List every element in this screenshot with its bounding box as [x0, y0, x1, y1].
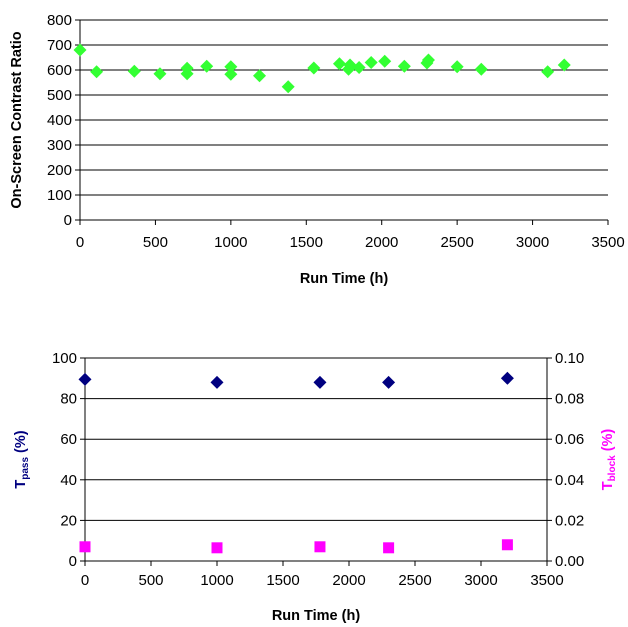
c2-right-y-tick-label: 0.06: [555, 431, 584, 448]
c2-right-y-tick-label: 0.02: [555, 512, 584, 529]
c2-left-y-title-unit: (%): [13, 430, 29, 457]
c1-y-tick-labels: 0 100 200 300 400 500 600 700 800: [47, 12, 72, 229]
c2-tblock-point: [383, 542, 395, 554]
c1-x-tick-label: 3500: [591, 234, 624, 251]
c2-tpass-point: [78, 372, 92, 386]
c1-data-point: [378, 54, 392, 68]
c1-y-tick-label: 200: [47, 162, 72, 179]
c2-left-y-tick-label: 20: [60, 512, 77, 529]
c2-right-y-tick-label: 0.08: [555, 391, 584, 408]
contrast-ratio-chart: 0 100 200 300 400 500 600 700 800 0 500 1000 1500 20…: [9, 12, 625, 287]
c2-tblock-point: [211, 542, 223, 554]
c1-y-tick-label: 300: [47, 137, 72, 154]
c2-tblock-point: [501, 539, 513, 551]
c1-data-point: [224, 67, 238, 81]
c1-x-tick-label: 0: [76, 234, 84, 251]
c2-x-tick-label: 2500: [398, 572, 431, 589]
c1-y-tick-label: 700: [47, 37, 72, 54]
c1-data-point: [200, 59, 214, 73]
c1-y-tick-label: 400: [47, 112, 72, 129]
c2-tpass-point: [313, 375, 327, 389]
c1-data-point: [364, 56, 378, 69]
c2-right-y-title-sub: block: [607, 455, 618, 482]
c2-left-y-axis-title: Tpass (%): [13, 430, 31, 488]
c2-axes: [80, 357, 552, 566]
c2-left-y-title-sub: pass: [20, 457, 31, 480]
c1-x-tick-label: 2000: [365, 234, 398, 251]
c2-x-tick-label: 0: [81, 572, 89, 589]
c2-left-y-tick-label: 100: [52, 350, 77, 367]
c1-data-point: [332, 57, 346, 71]
c2-x-tick-label: 500: [138, 572, 163, 589]
c1-data-point: [352, 61, 366, 74]
c1-x-tick-label: 2500: [440, 234, 473, 251]
c1-gridlines: [80, 19, 608, 196]
c1-axes: [75, 19, 609, 225]
c1-data-point: [557, 58, 571, 72]
c1-x-tick-label: 500: [143, 234, 168, 251]
c2-tblock-point: [314, 541, 326, 553]
c2-right-y-tick-label: 0.04: [555, 472, 584, 489]
c2-left-y-tick-labels: 0 20 40 60 80 100: [52, 350, 77, 570]
c1-x-tick-label: 3000: [516, 234, 549, 251]
c1-x-tick-label: 1500: [290, 234, 323, 251]
c2-tpass-point: [500, 371, 514, 385]
c1-data-point: [224, 60, 238, 74]
c1-data-point: [541, 65, 555, 79]
c2-tpass-point: [382, 375, 396, 389]
c2-data-points: [78, 371, 514, 554]
c1-data-point: [180, 61, 194, 75]
c2-tblock-point: [79, 541, 91, 553]
c1-y-tick-label: 100: [47, 187, 72, 204]
c1-y-tick-label: 600: [47, 62, 72, 79]
c1-data-point: [253, 69, 267, 83]
c2-tpass-point: [210, 375, 224, 389]
c1-data-point: [90, 65, 104, 79]
transmission-chart: 0 20 40 60 80 100 0.00 0.02 0.04 0.06 0.08 0.10 0 5…: [13, 350, 618, 624]
c1-data-point: [307, 61, 321, 75]
c2-x-tick-label: 2000: [332, 572, 365, 589]
c2-left-y-tick-label: 80: [60, 391, 77, 408]
c2-gridlines: [85, 357, 547, 521]
c1-x-tick-label: 1000: [214, 234, 247, 251]
c2-right-y-title-main: T: [600, 481, 616, 490]
c1-data-point: [474, 62, 488, 76]
c1-data-point: [73, 43, 87, 57]
c2-right-y-tick-label: 0.10: [555, 350, 584, 367]
c2-left-y-tick-label: 40: [60, 472, 77, 489]
c1-data-point: [421, 53, 435, 67]
c1-x-axis-title: Run Time (h): [300, 271, 389, 287]
c1-data-point: [397, 59, 411, 73]
c2-x-tick-labels: 0 500 1000 1500 2000 2500 3000 3500: [81, 572, 564, 589]
c1-data-points: [73, 43, 571, 94]
c2-x-tick-label: 3500: [530, 572, 563, 589]
c1-y-tick-label: 500: [47, 87, 72, 104]
c2-x-tick-label: 1000: [200, 572, 233, 589]
c1-y-tick-label: 0: [64, 212, 72, 229]
c2-right-y-tick-label: 0.00: [555, 553, 584, 570]
c2-x-tick-label: 1500: [266, 572, 299, 589]
c2-right-y-title-unit: (%): [600, 429, 616, 456]
c1-data-point: [281, 80, 295, 94]
c2-x-tick-label: 3000: [464, 572, 497, 589]
c1-data-point: [153, 67, 167, 81]
c1-y-axis-title: On-Screen Contrast Ratio: [9, 31, 25, 208]
c2-left-y-tick-label: 0: [69, 553, 77, 570]
c2-left-y-title-main: T: [13, 480, 29, 489]
c2-left-y-tick-label: 60: [60, 431, 77, 448]
c1-y-tick-label: 800: [47, 12, 72, 29]
c1-data-point: [343, 58, 357, 72]
c2-right-y-tick-labels: 0.00 0.02 0.04 0.06 0.08 0.10: [555, 350, 584, 570]
c2-right-y-axis-title: Tblock (%): [600, 429, 618, 491]
c2-x-axis-title: Run Time (h): [272, 608, 361, 624]
c1-data-point: [127, 64, 141, 78]
c1-x-tick-labels: 0 500 1000 1500 2000 2500 3000 3500: [76, 234, 625, 251]
c1-data-point: [450, 60, 464, 74]
